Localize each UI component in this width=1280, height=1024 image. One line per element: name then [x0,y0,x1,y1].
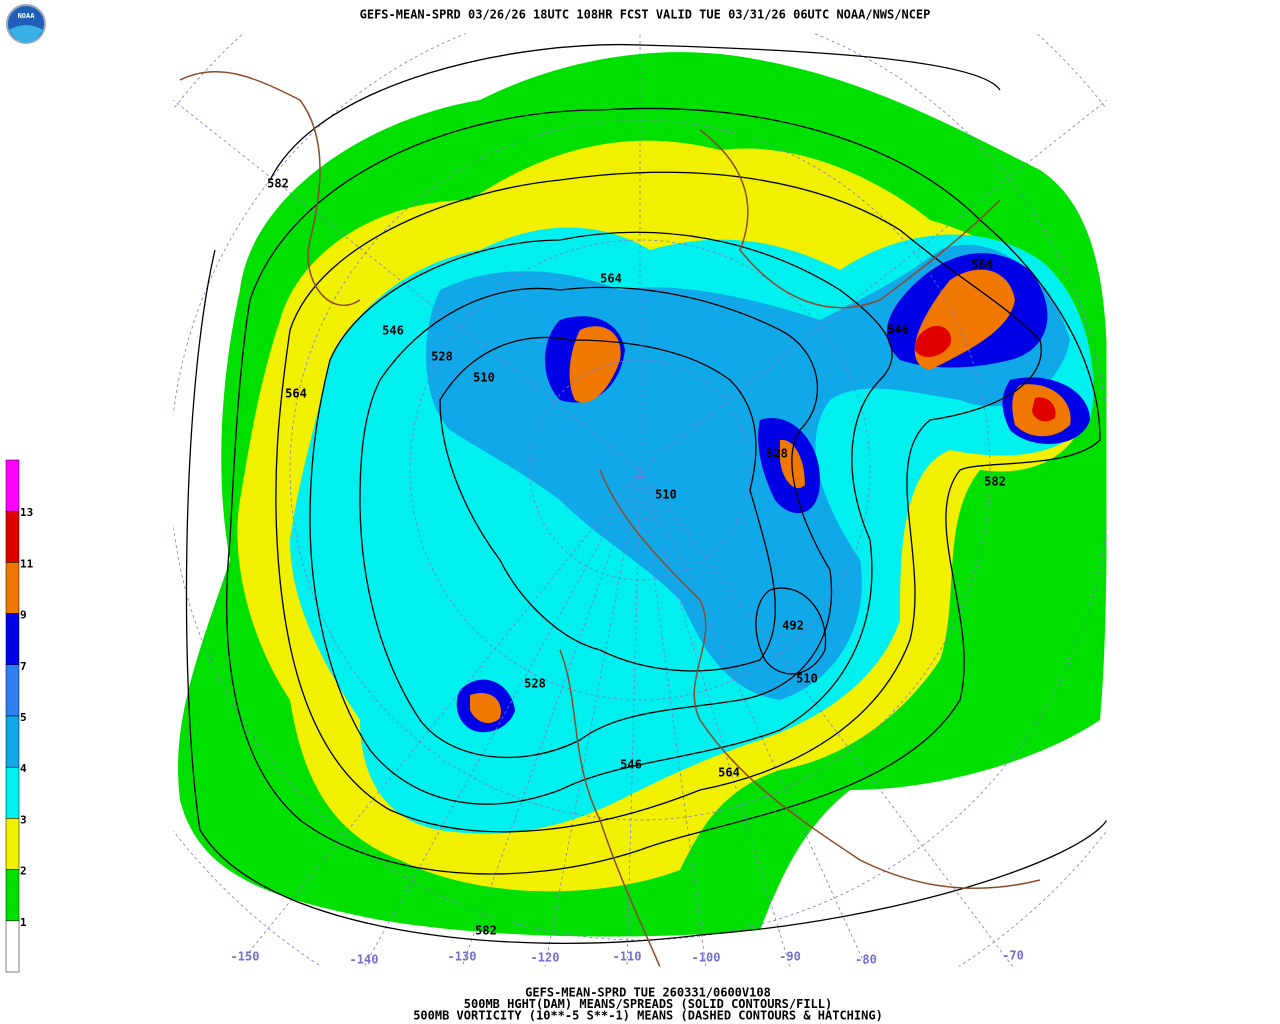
map-labels: -150 -140 -130 -120 -110 -100 -90 -80 -70 582 564 5… [231,177,1024,967]
colorbar-swatch [5,510,20,563]
colorbar-swatch [5,818,20,870]
height-contours [185,43,1107,944]
colorbar-swatch [5,766,20,819]
footer-line: GEFS-MEAN-SPRD TUE 260331/0600V108 [525,986,771,1000]
colorbar-label: 2 [20,865,27,878]
footer: GEFS-MEAN-SPRD TUE 260331/0600V108500MB … [413,986,883,1023]
colorbar-label: 4 [20,762,27,775]
spread-fill-red [915,325,1056,422]
colorbar-label: 3 [20,813,27,826]
longitude-label: -80 [855,953,877,967]
colorbar-label: 13 [20,506,33,519]
noaa-logo: NOAA [6,4,46,44]
contour-label: 564 [600,272,622,286]
colorbar-swatch [5,613,20,666]
contour-label: 528 [431,350,453,364]
longitude-label: -70 [1002,949,1024,963]
colorbar: 13 11 9 7 5 4 3 2 1 [5,459,34,973]
colorbar-swatch [5,920,20,973]
colorbar-swatch [5,664,20,717]
colorbar-label: 7 [20,660,27,673]
colorbar-swatch [5,562,20,614]
contour-label: 564 [718,766,740,780]
colorbar-label: 9 [20,609,27,622]
coastlines [179,71,1041,967]
colorbar-swatch [5,459,20,512]
map-frame [172,32,1108,968]
contour-label: 582 [475,924,497,938]
longitude-label: -140 [350,953,379,967]
colorbar-label: 11 [20,557,34,570]
longitude-label: -130 [448,950,477,964]
longitude-label: -150 [231,950,260,964]
contour-label: 510 [796,672,818,686]
longitude-label: -100 [692,951,721,965]
logo-text: NOAA [18,12,36,20]
contour-label: 546 [620,758,642,772]
longitude-label: -120 [531,951,560,965]
graticule [173,33,1107,967]
colorbar-swatch [5,715,20,768]
contour-label: 582 [267,177,289,191]
longitude-label: -110 [613,950,642,964]
contour-label: 564 [971,258,993,272]
contour-label: 564 [285,387,307,401]
contour-label: 492 [782,619,804,633]
contour-label: 528 [524,677,546,691]
contour-label: 510 [473,371,495,385]
map [173,33,1107,967]
contour-label: 528 [766,447,788,461]
colorbar-label: 1 [20,916,27,929]
contour-label: 510 [655,488,677,502]
contour-label: 546 [887,323,909,337]
longitude-label: -90 [779,950,801,964]
title: GEFS-MEAN-SPRD 03/26/26 18UTC 108HR FCST… [360,8,931,22]
contour-label: 582 [984,475,1006,489]
footer-line: 500MB HGHT(DAM) MEANS/SPREADS (SOLID CON… [464,997,832,1011]
spread-fill-blue [456,253,1091,733]
footer-line: 500MB VORTICITY (10**-5 S**-1) MEANS (DA… [413,1009,883,1023]
contour-label: 546 [382,324,404,338]
colorbar-label: 5 [20,711,27,724]
colorbar-swatch [5,869,20,922]
